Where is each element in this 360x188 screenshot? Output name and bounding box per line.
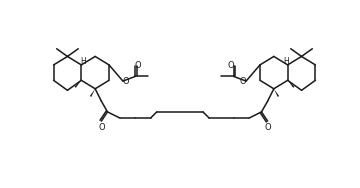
Text: O: O xyxy=(228,61,234,70)
Text: O: O xyxy=(135,61,141,70)
Polygon shape xyxy=(75,80,81,88)
Text: H: H xyxy=(80,57,86,66)
Text: H: H xyxy=(283,57,289,66)
Text: O: O xyxy=(240,77,246,86)
Polygon shape xyxy=(90,89,95,97)
Text: O: O xyxy=(264,123,271,132)
Text: O: O xyxy=(123,77,129,86)
Polygon shape xyxy=(288,80,294,88)
Text: O: O xyxy=(98,123,105,132)
Polygon shape xyxy=(274,89,279,97)
